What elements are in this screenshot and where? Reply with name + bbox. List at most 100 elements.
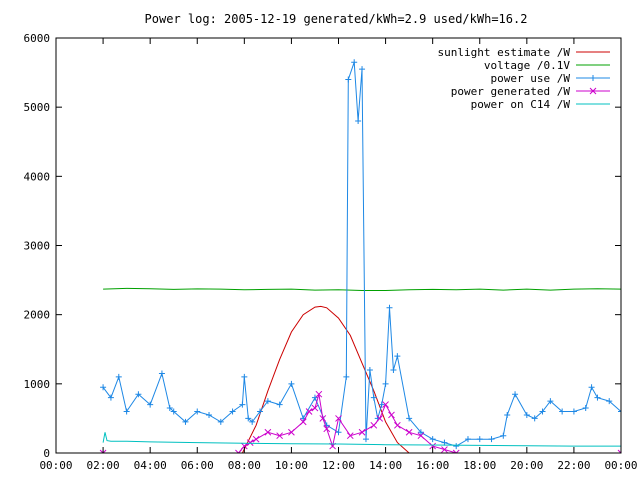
series-power-on-c14-w — [102, 432, 621, 447]
power-use-w-point — [229, 408, 236, 415]
power-use-w-point — [241, 373, 248, 380]
power-generated-w-point — [264, 428, 272, 436]
legend-power-use-w-point — [590, 75, 596, 81]
power-generated-w-point — [246, 439, 254, 446]
power-use-w-point — [512, 391, 519, 398]
power-use-w-point — [606, 398, 613, 405]
power-use-w-point — [323, 422, 330, 429]
power-use-w-point — [249, 418, 256, 425]
power-generated-w-point — [99, 449, 107, 453]
power-use-w-point — [245, 415, 252, 422]
y-tick-label: 2000 — [24, 309, 51, 322]
power-use-w-point — [345, 76, 352, 83]
legend-label-power-use-w: power use /W — [491, 72, 571, 85]
power-generated-w-point — [376, 415, 384, 422]
legend-label-voltage-0-1v: voltage /0.1V — [484, 59, 570, 72]
series-line-voltage-0-1v — [103, 287, 621, 291]
power-use-w-point — [239, 401, 246, 408]
power-use-w-point — [429, 436, 436, 443]
axes: 0 1000 2000 3000 4000 5000 6000 00:00 02:00 04:00… — [24, 32, 638, 472]
x-tick-label: 06:00 — [181, 459, 214, 472]
x-tick-label: 14:00 — [369, 459, 402, 472]
legend-power-generated-w-point — [589, 87, 597, 95]
power-use-w-point — [217, 418, 224, 425]
power-generated-w-point — [335, 415, 342, 422]
y-tick-label: 3000 — [24, 240, 51, 253]
power-use-w-point — [378, 401, 385, 408]
power-use-w-point — [523, 411, 530, 418]
power-generated-w-point — [315, 390, 323, 398]
power-generated-w-point — [299, 418, 307, 426]
power-generated-w-point — [288, 428, 295, 436]
power-use-w-point — [170, 408, 177, 415]
power-use-w-point — [500, 432, 507, 439]
power-use-w-point — [417, 429, 424, 436]
y-tick-label: 6000 — [24, 32, 51, 45]
x-tick-label: 10:00 — [275, 459, 308, 472]
plot-area — [99, 59, 621, 453]
power-generated-w-point — [235, 449, 242, 453]
power-use-w-point — [504, 411, 511, 418]
power-generated-w-point — [405, 428, 413, 436]
y-tick-label: 4000 — [24, 170, 51, 183]
series-voltage-0-1v — [103, 287, 621, 291]
power-use-w-point — [547, 398, 554, 405]
power-generated-w-point — [441, 446, 448, 453]
power-use-w-point — [107, 394, 114, 401]
power-use-w-point — [194, 408, 201, 415]
power-use-w-point — [288, 380, 295, 387]
power-use-w-point — [351, 59, 358, 66]
power-use-w-point — [570, 408, 577, 415]
power-use-w-point — [311, 394, 318, 401]
power-generated-w-point — [311, 404, 319, 412]
power-use-w-point — [359, 66, 366, 73]
series-power-generated-w — [99, 390, 621, 453]
power-use-w-point — [488, 436, 495, 443]
power-generated-w-point — [429, 442, 437, 450]
series-line-sunlight-estimate-w — [241, 305, 410, 453]
power-use-w-point — [206, 411, 213, 418]
power-generated-w-point — [617, 449, 621, 453]
power-generated-w-point — [370, 421, 378, 429]
power-use-w-point — [390, 367, 397, 373]
power-generated-w-point — [382, 401, 389, 408]
power-generated-w-point — [240, 442, 248, 450]
x-tick-label: 18:00 — [463, 459, 496, 472]
y-tick-label: 5000 — [24, 101, 51, 114]
power-use-w-point — [366, 367, 373, 373]
legend-label-sunlight-estimate-w: sunlight estimate /W — [438, 46, 571, 59]
series-line-power-use-w — [102, 62, 621, 447]
power-use-w-point — [355, 118, 362, 124]
x-tick-label: 12:00 — [322, 459, 355, 472]
y-tick-label: 0 — [43, 447, 50, 460]
power-generated-w-point — [323, 425, 331, 433]
power-use-w-point — [264, 398, 271, 405]
power-use-w-point — [343, 373, 350, 380]
series-line-power-on-c14-w — [102, 432, 621, 447]
power-use-w-point — [618, 408, 621, 415]
power-generated-w-point — [319, 415, 327, 422]
power-use-w-point — [394, 353, 401, 360]
power-use-w-point — [135, 391, 142, 398]
power-generated-w-point — [452, 449, 460, 453]
power-use-w-point — [588, 384, 595, 391]
power-generated-w-point — [276, 432, 283, 440]
power-generated-w-point — [346, 432, 354, 440]
chart-title: Power log: 2005-12-19 generated/kWh=2.9 … — [145, 12, 528, 26]
power-use-w-point — [406, 415, 413, 422]
power-generated-w-point — [394, 421, 401, 429]
power-use-w-point — [476, 436, 483, 443]
power-use-w-point — [559, 408, 566, 415]
power-use-w-point — [382, 380, 389, 387]
power-use-w-point — [147, 401, 154, 408]
legend-label-power-on-c14-w: power on C14 /W — [471, 98, 571, 111]
power-generated-w-point — [252, 435, 260, 443]
x-tick-label: 02:00 — [87, 459, 120, 472]
power-use-w-point — [539, 408, 546, 415]
x-tick-label: 00:00 — [604, 459, 637, 472]
power-use-w-point — [123, 408, 130, 415]
power-use-w-point — [166, 405, 173, 412]
y-tick-label: 1000 — [24, 378, 51, 391]
